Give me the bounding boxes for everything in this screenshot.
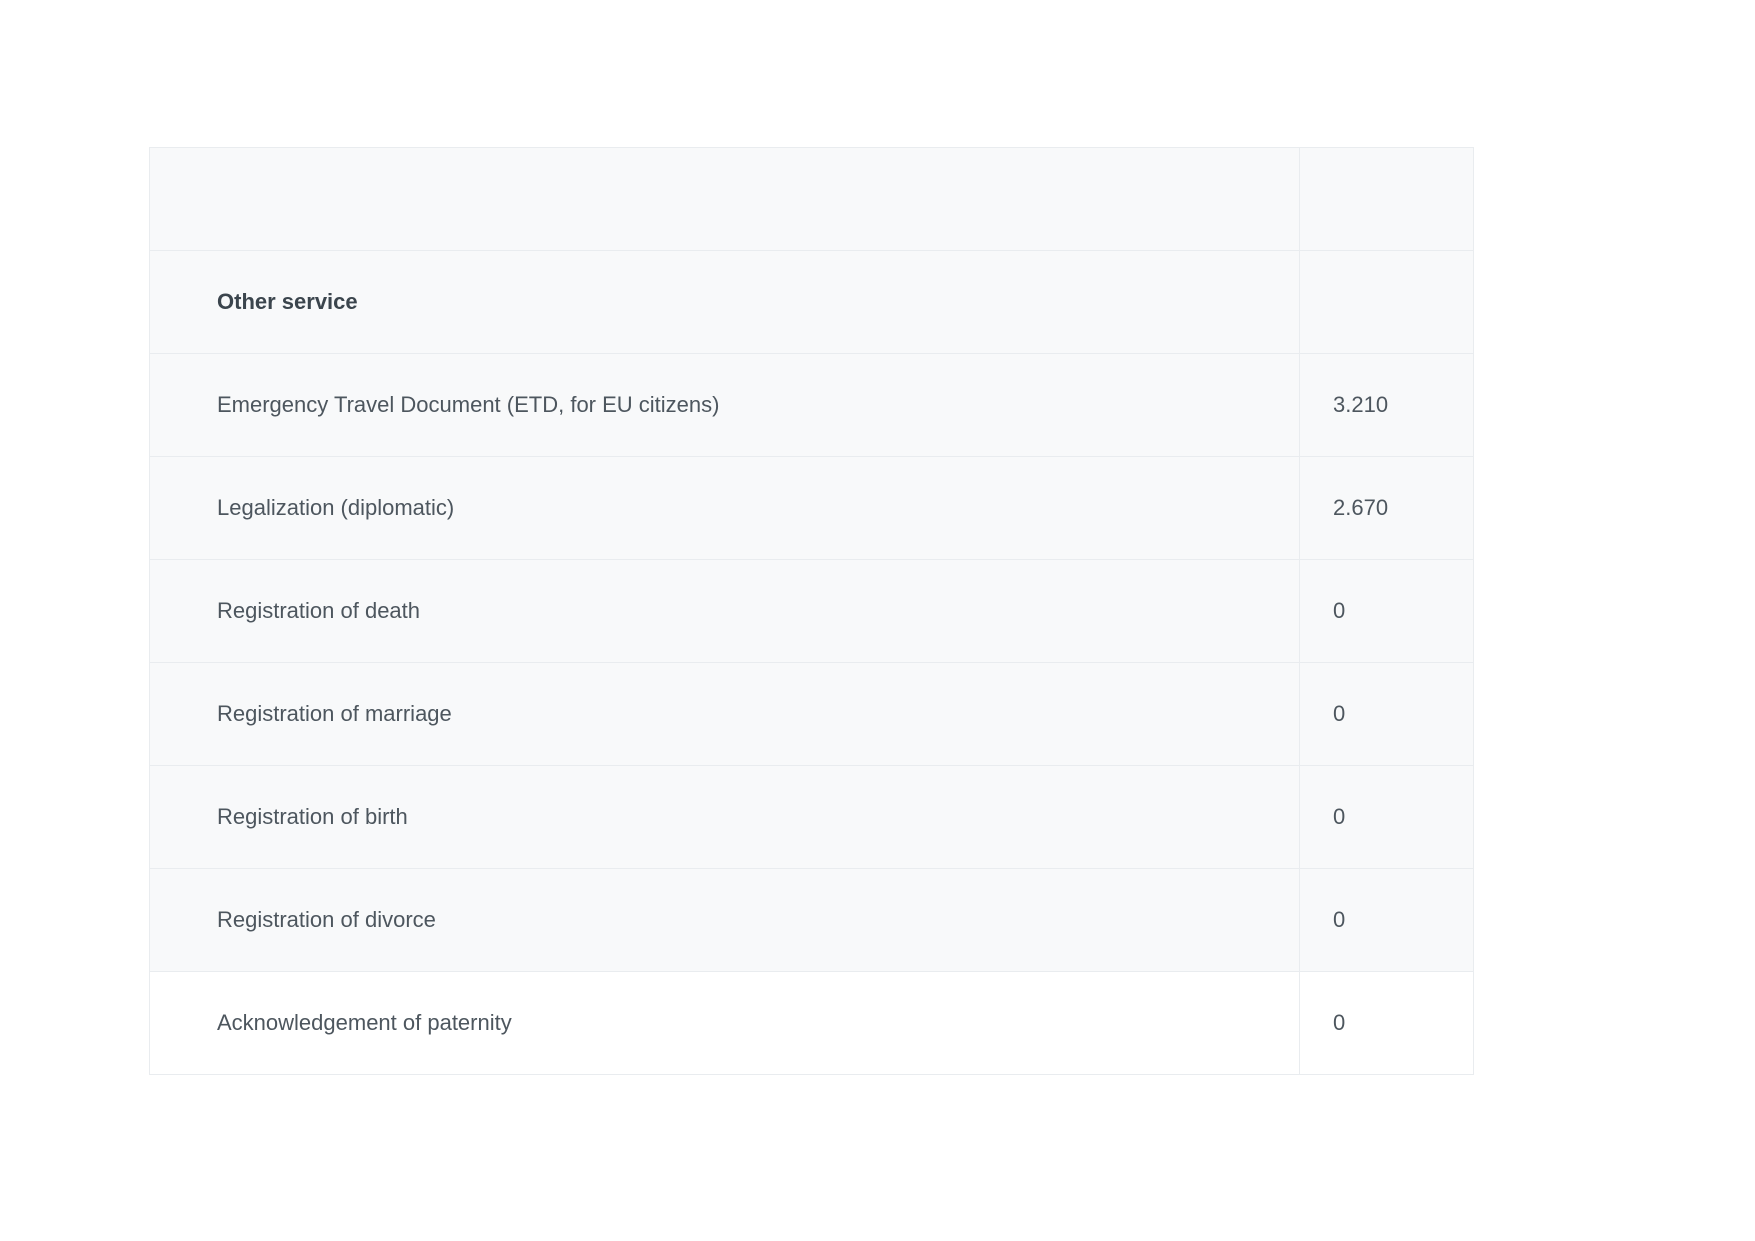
service-label: Emergency Travel Document (ETD, for EU c… bbox=[149, 353, 1300, 457]
table-row-registration-birth: Registration of birth 0 bbox=[149, 765, 1474, 869]
service-value: 0 bbox=[1299, 971, 1474, 1075]
table-row-etd: Emergency Travel Document (ETD, for EU c… bbox=[149, 353, 1474, 457]
table-row-registration-death: Registration of death 0 bbox=[149, 559, 1474, 663]
service-value: 0 bbox=[1299, 868, 1474, 972]
table-row-legalization: Legalization (diplomatic) 2.670 bbox=[149, 456, 1474, 560]
service-value: 0 bbox=[1299, 662, 1474, 766]
service-label: Registration of birth bbox=[149, 765, 1300, 869]
table-row-acknowledgement-paternity: Acknowledgement of paternity 0 bbox=[149, 971, 1474, 1075]
service-value: 3.210 bbox=[1299, 353, 1474, 457]
service-label: Legalization (diplomatic) bbox=[149, 456, 1300, 560]
table-row-registration-divorce: Registration of divorce 0 bbox=[149, 868, 1474, 972]
service-label: Acknowledgement of paternity bbox=[149, 971, 1300, 1075]
table-row-empty-header bbox=[149, 147, 1474, 251]
service-value: 0 bbox=[1299, 559, 1474, 663]
section-title: Other service bbox=[149, 250, 1300, 354]
service-value: 0 bbox=[1299, 765, 1474, 869]
service-value: 2.670 bbox=[1299, 456, 1474, 560]
section-value-cell bbox=[1299, 250, 1474, 354]
table-row-registration-marriage: Registration of marriage 0 bbox=[149, 662, 1474, 766]
services-table-container: Other service Emergency Travel Document … bbox=[149, 147, 1474, 1075]
empty-header-value-cell bbox=[1299, 147, 1474, 251]
services-table: Other service Emergency Travel Document … bbox=[149, 147, 1474, 1075]
empty-header-label-cell bbox=[149, 147, 1300, 251]
service-label: Registration of death bbox=[149, 559, 1300, 663]
service-label: Registration of marriage bbox=[149, 662, 1300, 766]
service-label: Registration of divorce bbox=[149, 868, 1300, 972]
table-row-section-other-service: Other service bbox=[149, 250, 1474, 354]
